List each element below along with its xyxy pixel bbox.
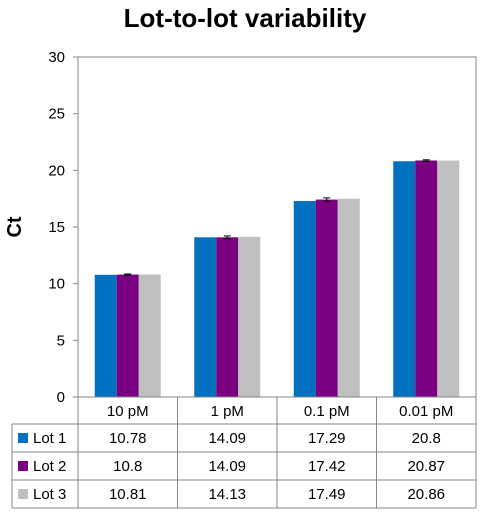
- table-cell-value: 17.42: [308, 458, 346, 475]
- table-cell-value: 14.13: [208, 486, 246, 503]
- y-tick-label: 0: [57, 389, 65, 406]
- bar: [337, 198, 360, 397]
- y-tick-label: 30: [48, 49, 65, 66]
- bar: [293, 201, 316, 397]
- table-cell-value: 14.09: [208, 458, 246, 475]
- y-tick-label: 20: [48, 162, 65, 179]
- legend-label: Lot 1: [33, 430, 66, 447]
- table-cell-value: 10.8: [113, 458, 142, 475]
- legend-label: Lot 3: [33, 486, 66, 503]
- bar: [415, 160, 438, 397]
- bar: [238, 236, 261, 397]
- table-cell-value: 17.49: [308, 486, 346, 503]
- legend-swatch: [18, 433, 28, 443]
- bar: [194, 237, 217, 397]
- category-label: 10 pM: [107, 403, 149, 420]
- table-cell-value: 20.8: [412, 430, 441, 447]
- y-tick-label: 25: [48, 106, 65, 123]
- bar: [116, 274, 139, 397]
- bar: [138, 274, 161, 397]
- y-axis-label: Ct: [4, 216, 26, 237]
- data-table: 10 pM 1 pM 0.1 pM 0.01 pM Lot 1 10.78 14.09 17.…: [11, 396, 477, 509]
- plot-area: 0 5 10 15 20 25 30: [48, 49, 477, 406]
- table-cell-value: 17.29: [308, 430, 346, 447]
- bar: [94, 274, 117, 397]
- chart-title: Lot-to-lot variability: [124, 3, 367, 33]
- bar: [393, 161, 416, 397]
- table-cell-value: 20.87: [407, 458, 445, 475]
- bar: [216, 237, 239, 397]
- y-tick-label: 10: [48, 276, 65, 293]
- table-cell-value: 10.78: [109, 430, 147, 447]
- legend-label: Lot 2: [33, 458, 66, 475]
- y-tick-label: 5: [57, 332, 65, 349]
- category-label: 1 pM: [211, 403, 244, 420]
- legend-swatch: [18, 461, 28, 471]
- table-cell-value: 10.81: [109, 486, 147, 503]
- y-tick-label: 15: [48, 219, 65, 236]
- category-label: 0.1 pM: [304, 403, 350, 420]
- category-label: 0.01 pM: [399, 403, 453, 420]
- table-cell-value: 14.09: [208, 430, 246, 447]
- table-cell-value: 20.86: [407, 486, 445, 503]
- bar: [437, 160, 460, 397]
- legend-swatch: [18, 489, 28, 499]
- bar: [315, 199, 338, 397]
